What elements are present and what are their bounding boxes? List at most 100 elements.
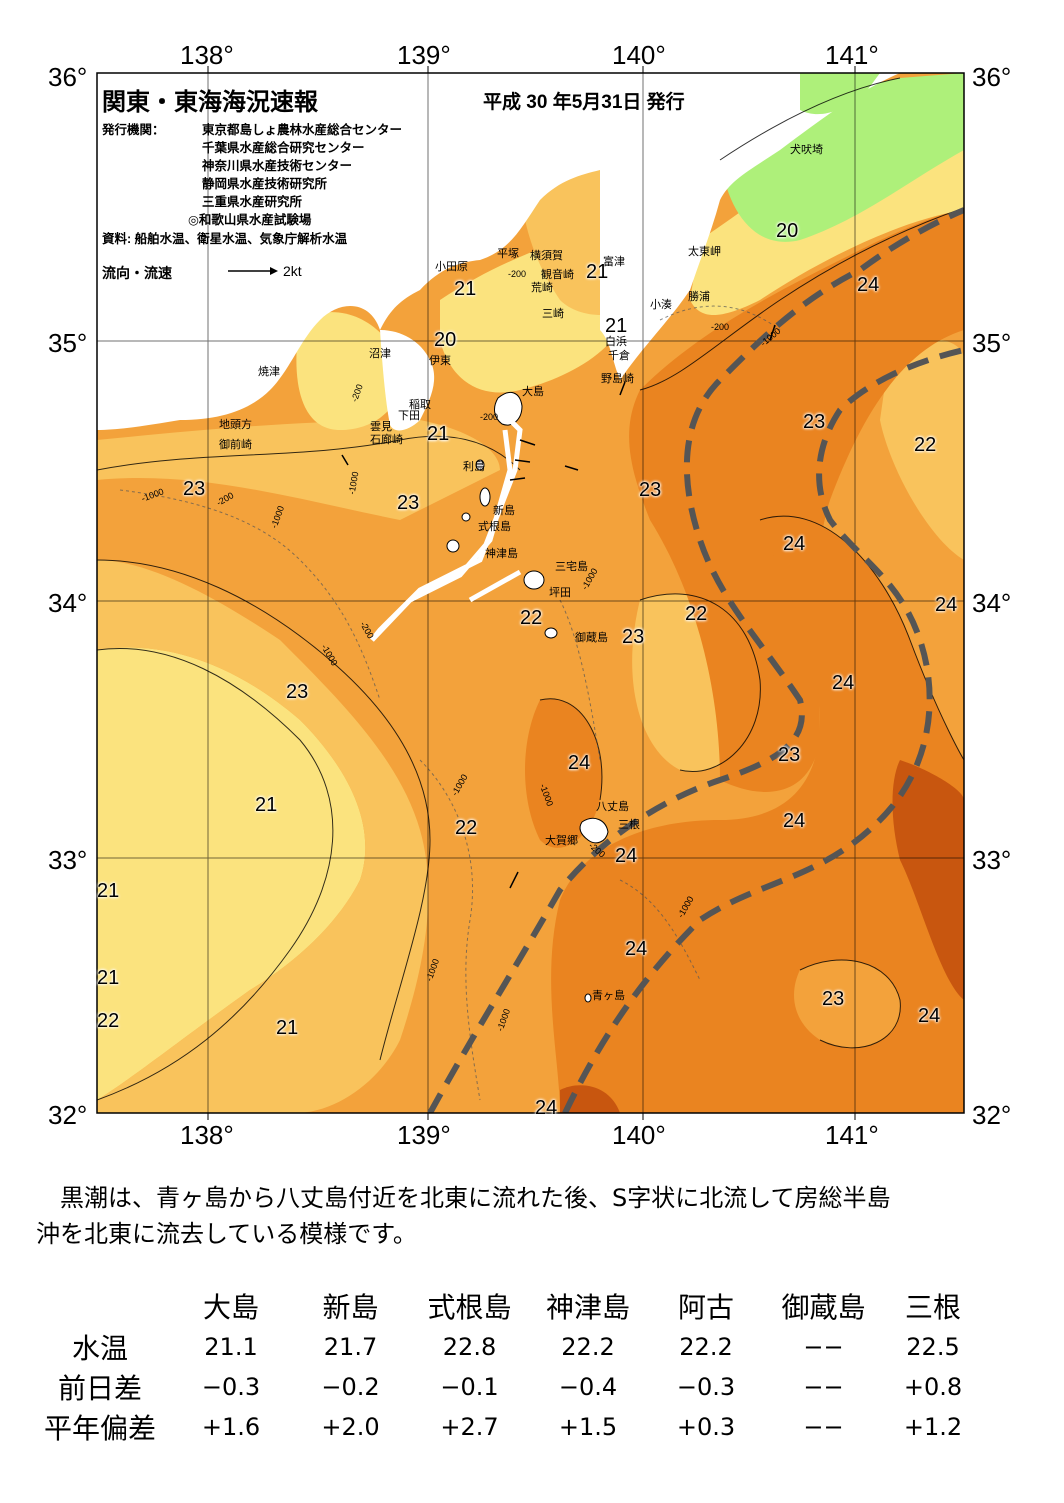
temp-label: 23 [397, 492, 420, 514]
legend-scale: 2kt [283, 263, 302, 279]
place-label: 青ヶ島 [592, 990, 625, 1002]
table-row-anomaly: 平年偏差 +1.6 +2.0 +2.7 +1.5 +0.3 −− +1.2 [30, 1407, 985, 1447]
table-row-water-temp: 水温 21.1 21.7 22.8 22.2 22.2 −− 22.5 [30, 1327, 985, 1367]
place-label: 石廊崎 [370, 434, 403, 446]
temp-label: 24 [625, 938, 648, 960]
place-label: 坪田 [549, 587, 571, 599]
temp-label: 24 [935, 594, 958, 616]
land-izu [380, 330, 435, 431]
publisher-1: 東京都島しょ農林水産総合センター [202, 123, 403, 137]
table-cell: −0.3 [676, 1373, 736, 1401]
table-cell: 21.7 [323, 1333, 378, 1361]
temp-label: 23 [286, 681, 309, 703]
column-header: 阿古 [677, 1291, 734, 1324]
lat-label-33-left: 33° [48, 845, 88, 875]
place-label: 伊東 [429, 355, 451, 367]
temp-label: 23 [183, 478, 206, 500]
publisher-3: 神奈川県水産技術センター [202, 159, 353, 173]
temp-label: 23 [822, 988, 845, 1010]
table-cell: 21.1 [204, 1333, 258, 1361]
temp-label: 23 [803, 411, 826, 433]
column-header: 神津島 [545, 1291, 630, 1324]
temp-label: 21 [97, 967, 120, 989]
island-kozushima [446, 539, 460, 553]
sea-25-zone-east [892, 760, 964, 1000]
map-svg [96, 66, 965, 1120]
temp-label: 22 [685, 603, 708, 625]
place-label: 富津 [603, 256, 625, 268]
lon-label-140-top: 140° [612, 40, 666, 70]
temp-label: 21 [605, 315, 628, 337]
temp-label: 24 [568, 752, 591, 774]
lon-label-138-bottom: 138° [180, 1120, 234, 1150]
place-label: 雲見 [370, 421, 392, 433]
map-ticks [207, 66, 856, 1120]
place-label: 三崎 [542, 308, 564, 320]
corner-cell [30, 1285, 170, 1327]
row-label: 平年偏差 [43, 1412, 156, 1445]
temp-label: 22 [97, 1010, 120, 1032]
place-label: 沼津 [369, 348, 391, 360]
row-label: 水温 [71, 1332, 128, 1365]
place-label: 稲取 [409, 399, 431, 411]
table-cell: +2.0 [321, 1413, 380, 1441]
map-border [96, 72, 965, 1114]
temp-label: 21 [586, 261, 609, 283]
temp-label: 23 [778, 744, 801, 766]
temp-label: 21 [255, 794, 278, 816]
place-label: 大賀郷 [545, 835, 578, 847]
place-label: 犬吠埼 [790, 144, 823, 156]
land-boso [600, 73, 964, 380]
temp-label: 24 [832, 672, 855, 694]
lon-label-140-bottom: 140° [612, 1120, 666, 1150]
temp-label: 20 [776, 220, 799, 242]
situation-description: 黒潮は、青ヶ島から八丈島付近を北東に流れた後、S字状に北流して房総半島 沖を北東… [36, 1180, 1016, 1252]
temp-label: 24 [783, 810, 806, 832]
place-label: 荒崎 [531, 282, 553, 294]
island-shikinejima [461, 512, 471, 522]
caption-line-1: 黒潮は、青ヶ島から八丈島付近を北東に流れた後、S字状に北流して房総半島 [36, 1184, 891, 1212]
island-miyakejima [523, 570, 545, 590]
place-label: 地頭方 [219, 419, 252, 431]
temp-label: 22 [455, 817, 478, 839]
island-oshima [494, 391, 523, 426]
depth-label: -200 [508, 269, 527, 279]
lon-label-138-top: 138° [180, 40, 234, 70]
caption-line-2: 沖を北東に流去している模様です。 [36, 1220, 417, 1248]
place-label: 太東岬 [688, 246, 721, 258]
temp-label: 24 [857, 274, 880, 296]
place-label: 八丈島 [596, 801, 629, 813]
survey-track [370, 413, 523, 642]
publisher-4: 静岡県水産技術研究所 [202, 177, 328, 191]
sea-24-zone-ne [629, 208, 964, 792]
lat-label-32-right: 32° [972, 1100, 1012, 1130]
table-cell: +1.5 [558, 1413, 618, 1441]
current-arrows [341, 324, 776, 889]
temp-label: 24 [783, 533, 806, 555]
lon-label-139-top: 139° [397, 40, 451, 70]
place-label: 焼津 [258, 366, 280, 378]
place-label: 野島崎 [601, 373, 634, 385]
table-row-day-diff: 前日差 −0.3 −0.2 −0.1 −0.4 −0.3 −− +0.8 [30, 1367, 985, 1407]
temp-label: 22 [914, 434, 937, 456]
island-hachijojima [579, 817, 609, 844]
island-aogashima [584, 993, 592, 1003]
place-label: 勝浦 [688, 291, 710, 303]
kuroshio-axis-outer [562, 347, 964, 1113]
table-cell: −0.1 [440, 1373, 499, 1401]
place-label: 式根島 [478, 521, 511, 533]
lon-label-139-bottom: 139° [397, 1120, 451, 1150]
lat-label-32-left: 32° [48, 1100, 88, 1130]
publisher-2: 千葉県水産総合研究センター [202, 141, 365, 155]
island-toshima [475, 459, 485, 471]
temp-label: 24 [918, 1005, 941, 1027]
lon-label-141-bottom: 141° [825, 1120, 879, 1150]
place-label: 下田 [398, 410, 420, 422]
isotherm-lines [97, 77, 964, 1101]
data-source: 資料: 船舶水温、衛星水温、気象庁解析水温 [102, 232, 348, 246]
sea-temperature-map: 138° 139° 140° 141° 138° 139° 140° 141° … [48, 40, 1012, 1150]
sea-24-zone-hachijo [525, 698, 602, 848]
lat-label-34-right: 34° [972, 588, 1012, 618]
place-label: 御蔵島 [575, 632, 608, 644]
table-cell: +1.2 [903, 1413, 963, 1441]
